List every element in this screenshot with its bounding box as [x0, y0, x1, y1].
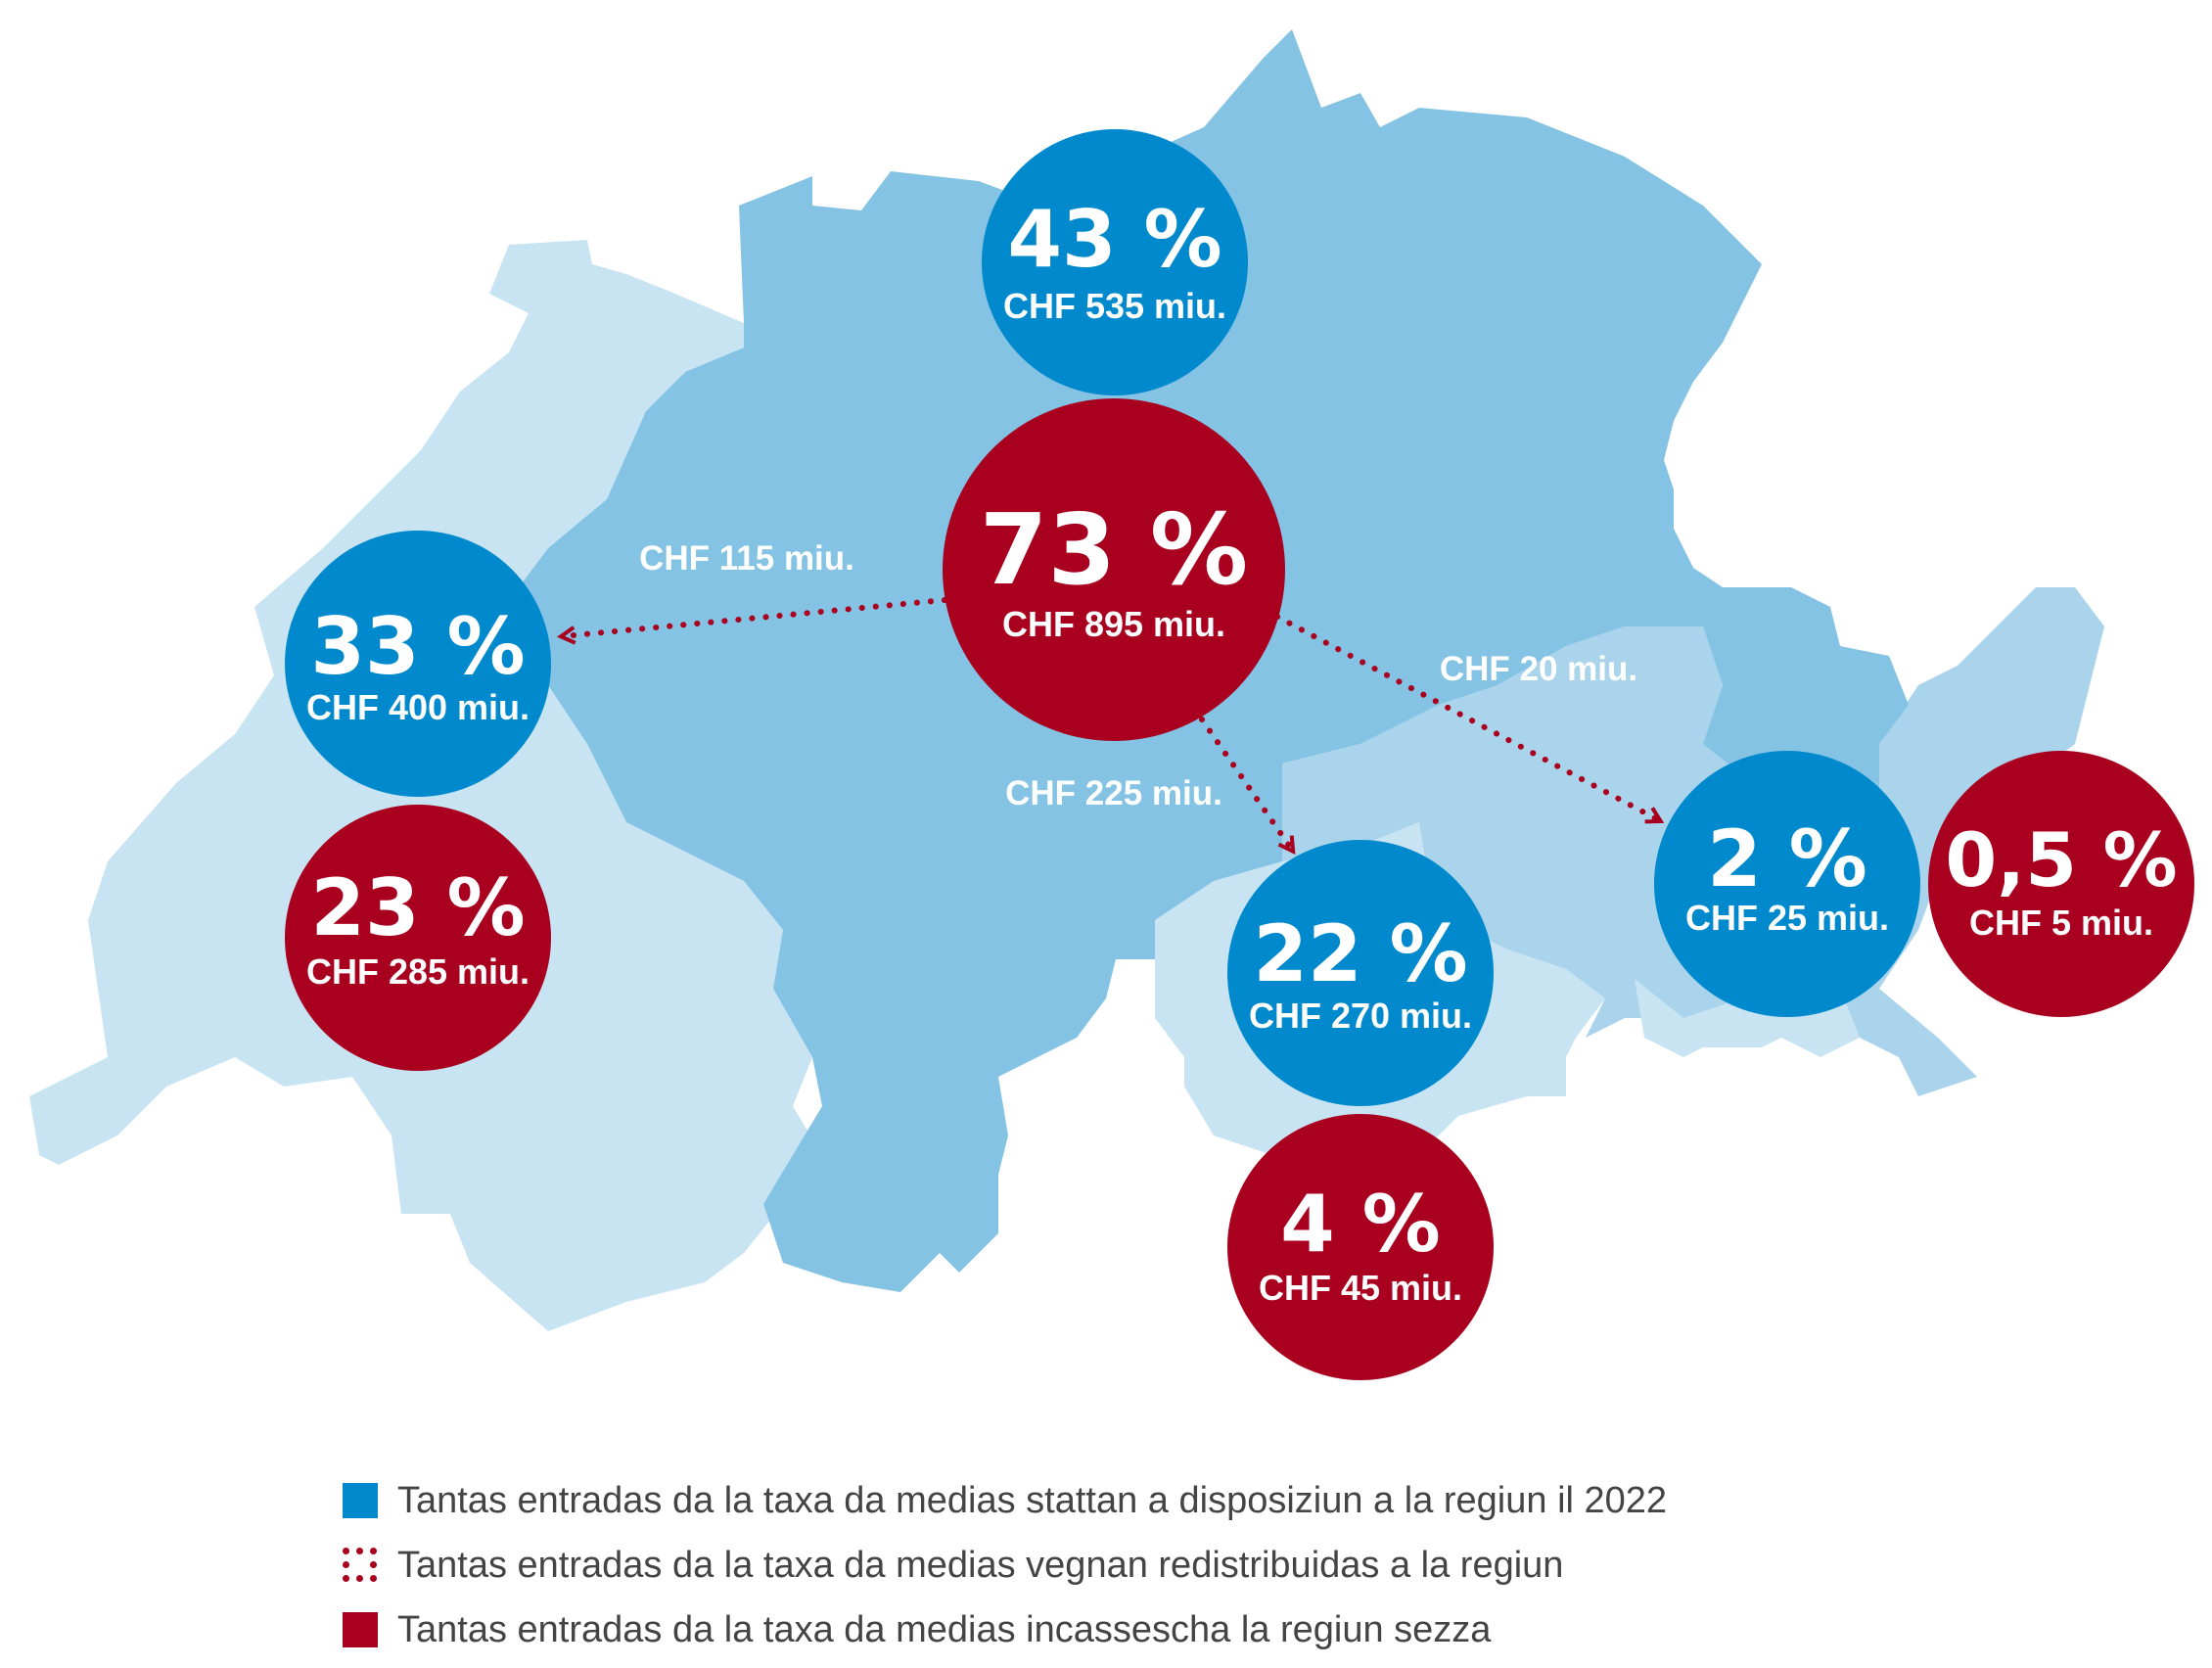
west-available-percent: 33 % [310, 601, 525, 692]
south-available-percent: 22 % [1253, 908, 1467, 999]
flow-arrow-east [1274, 614, 1659, 820]
south-collected-amount: CHF 45 miu. [1259, 1268, 1462, 1308]
west-available-marker: 33 % CHF 400 miu. [285, 531, 551, 797]
flow-label-west: CHF 115 miu. [639, 539, 854, 578]
flow-arrow-south [1199, 717, 1292, 850]
legend-item-available: Tantas entradas da la taxa da medias sta… [343, 1468, 2006, 1533]
legend: Tantas entradas da la taxa da medias sta… [343, 1468, 2006, 1662]
west-collected-marker: 23 % CHF 285 miu. [285, 805, 551, 1071]
flow-arrow-west [563, 597, 947, 636]
south-collected-marker: 4 % CHF 45 miu. [1227, 1114, 1494, 1380]
center-collected-amount: CHF 895 miu. [1002, 604, 1225, 644]
east-available-amount: CHF 25 miu. [1685, 898, 1889, 938]
south-available-amount: CHF 270 miu. [1249, 996, 1472, 1036]
legend-text-collected: Tantas entradas da la taxa da medias inc… [397, 1608, 1492, 1650]
blue-square-icon [343, 1483, 378, 1518]
west-collected-amount: CHF 285 miu. [306, 951, 530, 992]
west-available-amount: CHF 400 miu. [306, 687, 530, 727]
east-collected-percent: 0,5 % [1945, 816, 2177, 904]
flow-label-south: CHF 225 miu. [1005, 774, 1222, 812]
flow-label-east: CHF 20 miu. [1440, 650, 1637, 688]
north-available-percent: 43 % [1007, 194, 1221, 285]
south-collected-percent: 4 % [1280, 1179, 1441, 1270]
center-collected-percent: 73 % [980, 492, 1248, 607]
east-collected-marker: 0,5 % CHF 5 miu. [1928, 751, 2194, 1017]
east-collected-amount: CHF 5 miu. [1969, 903, 2153, 943]
legend-text-available: Tantas entradas da la taxa da medias sta… [397, 1479, 1668, 1521]
south-available-marker: 22 % CHF 270 miu. [1227, 840, 1494, 1106]
west-collected-percent: 23 % [310, 862, 525, 953]
red-dotted-square-icon [343, 1548, 378, 1583]
east-available-marker: 2 % CHF 25 miu. [1654, 751, 1920, 1017]
east-available-percent: 2 % [1707, 813, 1867, 904]
north-available-marker: 43 % CHF 535 miu. [982, 129, 1248, 395]
red-square-icon [343, 1612, 378, 1647]
center-collected-marker: 73 % CHF 895 miu. [943, 398, 1285, 741]
flow-arrows [563, 597, 1659, 850]
legend-item-redistributed: Tantas entradas da la taxa da medias veg… [343, 1533, 2006, 1598]
north-available-amount: CHF 535 miu. [1003, 286, 1226, 326]
legend-item-collected: Tantas entradas da la taxa da medias inc… [343, 1598, 2006, 1662]
legend-text-redistributed: Tantas entradas da la taxa da medias veg… [397, 1544, 1564, 1586]
